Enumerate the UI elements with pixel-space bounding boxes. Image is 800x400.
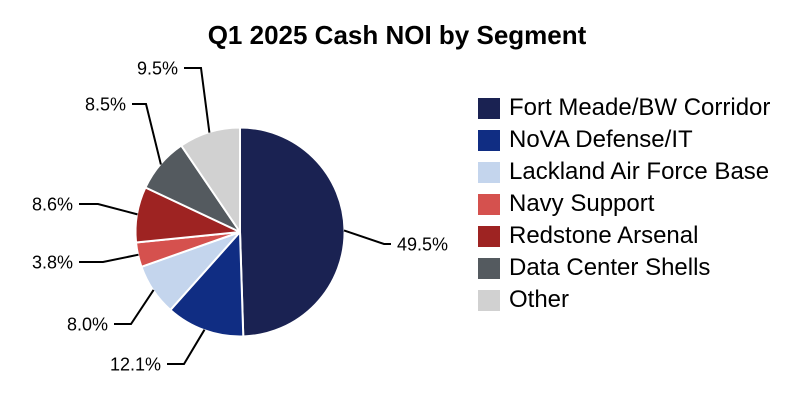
- chart-legend: Fort Meade/BW Corridor NoVA Defense/IT Lac…: [478, 94, 771, 313]
- legend-label-navy-support: Navy Support: [509, 190, 655, 217]
- slice-value-label-other: 9.5%: [137, 58, 178, 78]
- leader-line-navy-support: [79, 253, 139, 263]
- slice-value-label-redstone-arsenal: 8.6%: [32, 194, 73, 214]
- slice-value-label-fort-meade-bw-corridor: 49.5%: [397, 234, 448, 254]
- legend-swatch-redstone-arsenal: [478, 225, 500, 247]
- leader-line-redstone-arsenal: [79, 203, 138, 216]
- leader-line-fort-meade-bw-corridor: [343, 229, 391, 245]
- leader-line-other: [184, 67, 211, 133]
- legend-swatch-other: [478, 289, 500, 311]
- leader-line-data-center-shells: [132, 103, 162, 165]
- legend-label-fort-meade-bw-corridor: Fort Meade/BW Corridor: [509, 94, 771, 121]
- legend-swatch-fort-meade-bw-corridor: [478, 97, 500, 119]
- legend-item-other: Other: [478, 286, 770, 313]
- legend-label-lackland-air-force-base: Lackland Air Force Base: [509, 158, 770, 185]
- legend-label-other: Other: [509, 286, 570, 313]
- slice-value-label-lackland-air-force-base: 8.0%: [67, 314, 108, 334]
- legend-item-lackland-air-force-base: Lackland Air Force Base: [478, 158, 770, 185]
- slice-value-label-data-center-shells: 8.5%: [85, 94, 126, 114]
- legend-swatch-nova-defense-it: [478, 129, 500, 151]
- legend-item-fort-meade-bw-corridor: Fort Meade/BW Corridor: [478, 94, 771, 121]
- legend-label-nova-defense-it: NoVA Defense/IT: [509, 126, 693, 153]
- legend-label-data-center-shells: Data Center Shells: [509, 254, 711, 281]
- leader-line-lackland-air-force-base: [114, 289, 155, 325]
- legend-item-nova-defense-it: NoVA Defense/IT: [478, 126, 770, 153]
- legend-item-data-center-shells: Data Center Shells: [478, 254, 770, 281]
- legend-swatch-lackland-air-force-base: [478, 161, 500, 183]
- slice-value-label-nova-defense-it: 12.1%: [110, 354, 161, 374]
- legend-item-redstone-arsenal: Redstone Arsenal: [478, 222, 770, 249]
- leader-line-nova-defense-it: [167, 329, 206, 365]
- legend-item-navy-support: Navy Support: [478, 190, 770, 217]
- chart-title: Q1 2025 Cash NOI by Segment: [207, 20, 587, 50]
- legend-swatch-navy-support: [478, 193, 500, 215]
- legend-swatch-data-center-shells: [478, 257, 500, 279]
- legend-label-redstone-arsenal: Redstone Arsenal: [509, 222, 699, 249]
- slice-value-label-navy-support: 3.8%: [32, 252, 73, 272]
- pie-slice-fort-meade-bw-corridor: [239, 126, 346, 338]
